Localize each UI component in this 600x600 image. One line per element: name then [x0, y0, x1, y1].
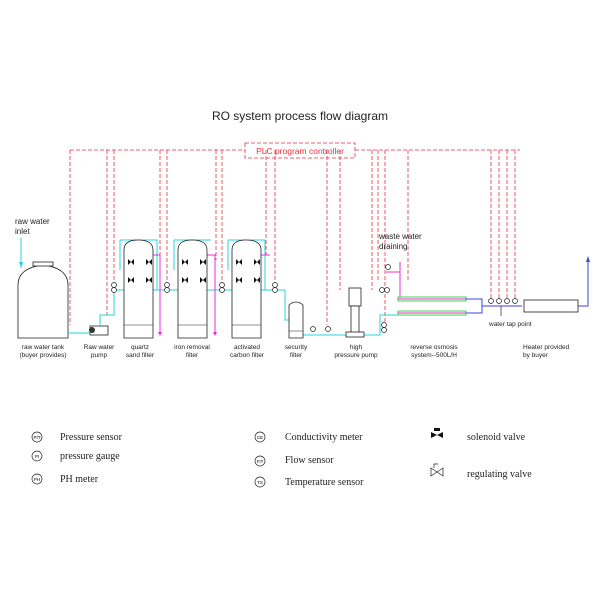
label-ro-2: system--500L/H [411, 352, 457, 359]
label-waste-1: waste water [378, 232, 422, 241]
activated-carbon-filter [231, 239, 262, 339]
solenoid-valve-icon: solenoid valve [431, 428, 526, 443]
svg-text:PH: PH [34, 477, 40, 482]
svg-text:PH meter: PH meter [60, 474, 99, 485]
svg-text:Conductivity meter: Conductivity meter [285, 432, 363, 443]
label-raw-water-tank-note: (buyer provides) [20, 352, 67, 359]
legend-item-pit: PIT Pressure sensor [31, 431, 123, 443]
plc-controller-box [244, 142, 356, 159]
label-quartz: quartz [131, 344, 149, 351]
svg-text:CE: CE [257, 435, 263, 440]
iron-removal-filter [177, 239, 208, 339]
svg-text:Pressure sensor: Pressure sensor [60, 432, 123, 443]
label-security: security [285, 344, 308, 351]
raw-water-pump [89, 325, 109, 336]
diagram-title: RO system process flow diagram [212, 109, 388, 123]
component-labels: raw water tank (buyer provides) Raw wate… [20, 232, 570, 359]
svg-text:FIT: FIT [257, 459, 264, 464]
label-carbon-2: carbon filter [230, 352, 265, 359]
svg-text:pressure gauge: pressure gauge [60, 451, 120, 462]
quartz-sand-filter [123, 239, 154, 339]
legend-item-ph: PH PH meter [31, 473, 99, 485]
label-waste-2: draining [379, 242, 407, 251]
svg-text:solenoid valve: solenoid valve [467, 432, 526, 443]
svg-text:PI: PI [35, 454, 39, 459]
svg-text:TS: TS [257, 480, 263, 485]
inlet-label-1: raw water [15, 217, 50, 226]
label-raw-water-pump: Raw water [84, 344, 116, 351]
svg-text:Flow sensor: Flow sensor [285, 455, 334, 466]
heater [523, 299, 579, 313]
legend-item-ts: TS Temperature sensor [254, 476, 364, 488]
pressure-gauges [111, 264, 518, 333]
raw-water-tank [17, 261, 69, 339]
label-ro: reverse osmosis [410, 344, 458, 351]
label-raw-water-tank: raw water tank [22, 344, 65, 351]
legend-item-pi: PI pressure gauge [31, 450, 120, 462]
label-hp-pump-2: pressure pump [334, 352, 378, 359]
label-heater-2: by buyer [523, 352, 549, 359]
label-security-2: filter [290, 352, 303, 359]
svg-text:Temperature sensor: Temperature sensor [285, 477, 364, 488]
label-heater: Heater provided [523, 344, 570, 351]
svg-text:regulating valve: regulating valve [467, 469, 532, 480]
legend: PIT Pressure sensor PI pressure gauge PH PH… [31, 428, 532, 488]
reverse-osmosis-membranes [397, 296, 467, 316]
label-carbon: activated [234, 344, 260, 351]
high-pressure-pump [345, 287, 365, 338]
security-filter [288, 301, 304, 339]
label-iron-2: filter [186, 352, 199, 359]
svg-text:PIT: PIT [33, 435, 40, 440]
label-hp-pump: high [350, 344, 363, 351]
label-iron: iron removal [174, 344, 210, 351]
inlet-label-2: inlet [15, 227, 30, 236]
label-water-tap: water tap point [488, 321, 532, 328]
label-quartz-2: sand filter [126, 352, 155, 359]
legend-item-ce: CE Conductivity meter [254, 431, 363, 443]
label-raw-water-pump-2: pump [91, 352, 108, 359]
plc-controller-label: PLC program controller [256, 146, 344, 156]
control-wiring [69, 149, 520, 325]
legend-item-fit: FIT Flow sensor [254, 455, 334, 467]
regulating-valve-icon: regulating valve [430, 463, 532, 480]
